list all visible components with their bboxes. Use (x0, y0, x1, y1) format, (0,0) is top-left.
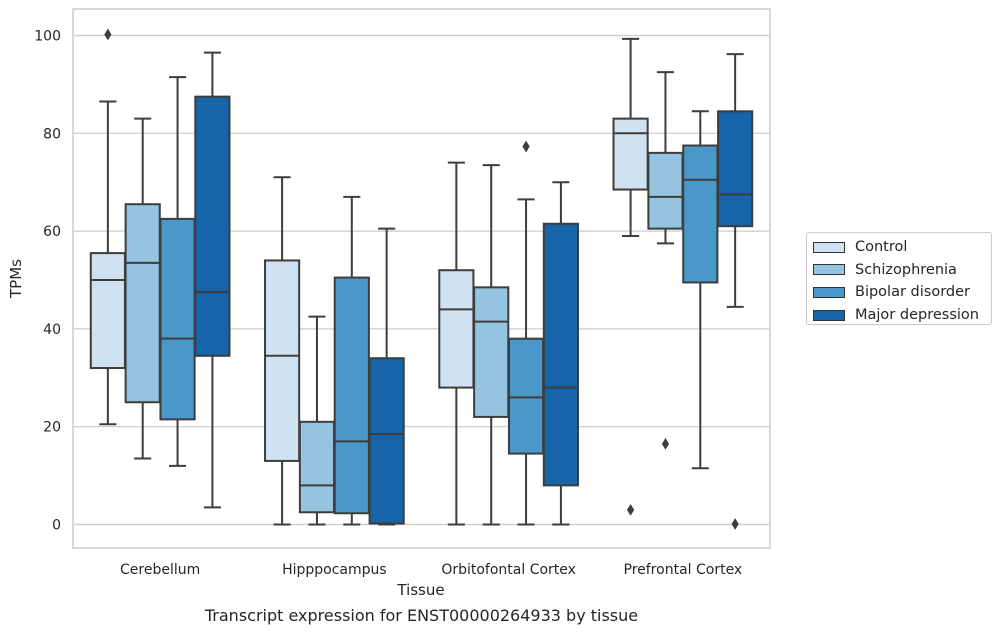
x-tick-label-3: Prefrontal Cortex (624, 562, 743, 578)
box-iqr (333, 276, 370, 515)
box-iqr (438, 269, 475, 389)
plot-frame (72, 8, 771, 549)
chart-caption: Transcript expression for ENST0000026493… (204, 606, 639, 625)
y-tick-label-40: 40 (43, 322, 61, 338)
flier-point (731, 518, 739, 530)
legend-label-bipolar-disorder: Bipolar disorder (855, 284, 970, 301)
box-0-2 (159, 76, 196, 467)
x-tick-label-1: Hipppocampus (282, 562, 387, 578)
box-iqr (159, 217, 196, 421)
box-0-3 (194, 51, 231, 509)
box-2-0 (438, 161, 475, 526)
legend-label-major-depression: Major depression (855, 307, 979, 324)
legend-swatch-control (813, 241, 845, 253)
flier-point (104, 28, 112, 41)
y-tick-label-80: 80 (43, 126, 61, 142)
box-0-1 (124, 117, 161, 460)
legend-item-bipolar-disorder: Bipolar disorder (813, 281, 991, 304)
box-iqr (298, 420, 336, 514)
box-3-0 (612, 37, 649, 516)
box-3-2 (682, 110, 719, 470)
legend-item-major-depression: Major depression (813, 304, 991, 327)
box-iqr (89, 252, 126, 370)
box-1-3 (368, 227, 405, 526)
box-iqr (473, 286, 510, 418)
y-tick-label-100: 100 (34, 29, 61, 45)
box-1-0 (264, 176, 301, 526)
legend-label-control: Control (855, 239, 908, 256)
box-iqr (682, 144, 719, 284)
box-iqr (542, 222, 579, 487)
box-2-1 (473, 164, 510, 526)
box-iqr (194, 95, 231, 357)
box-iqr (612, 117, 649, 191)
y-tick-label-0: 0 (52, 518, 61, 534)
y-tick-label-20: 20 (43, 420, 61, 436)
box-3-1 (647, 71, 684, 450)
y-tick-label-60: 60 (43, 224, 61, 240)
legend-item-schizophrenia: Schizophrenia (813, 259, 991, 282)
legend: Control Schizophrenia Bipolar disorder M… (806, 232, 992, 325)
flier-point (522, 140, 530, 153)
legend-swatch-schizophrenia (813, 264, 845, 276)
box-iqr (368, 357, 405, 525)
flier-point (661, 437, 670, 450)
box-iqr (507, 337, 545, 455)
box-1-1 (298, 315, 336, 526)
x-axis-label: Tissue (396, 581, 444, 599)
flier-point (627, 503, 635, 516)
legend-swatch-major-depression (813, 309, 845, 321)
box-2-3 (542, 181, 579, 526)
legend-swatch-bipolar-disorder (813, 286, 845, 298)
box-3-3 (717, 53, 754, 530)
box-2-2 (507, 140, 545, 526)
box-iqr (647, 151, 684, 230)
box-iqr (264, 259, 301, 462)
legend-label-schizophrenia: Schizophrenia (855, 261, 957, 278)
box-0-0 (89, 28, 126, 426)
box-1-2 (333, 195, 370, 526)
x-tick-label-2: Orbitofontal Cortex (441, 562, 576, 578)
box-iqr (124, 203, 161, 404)
box-iqr (717, 110, 754, 228)
x-tick-label-0: Cerebellum (120, 562, 200, 578)
legend-item-control: Control (813, 236, 991, 259)
y-axis-label: TPMs (7, 259, 25, 299)
